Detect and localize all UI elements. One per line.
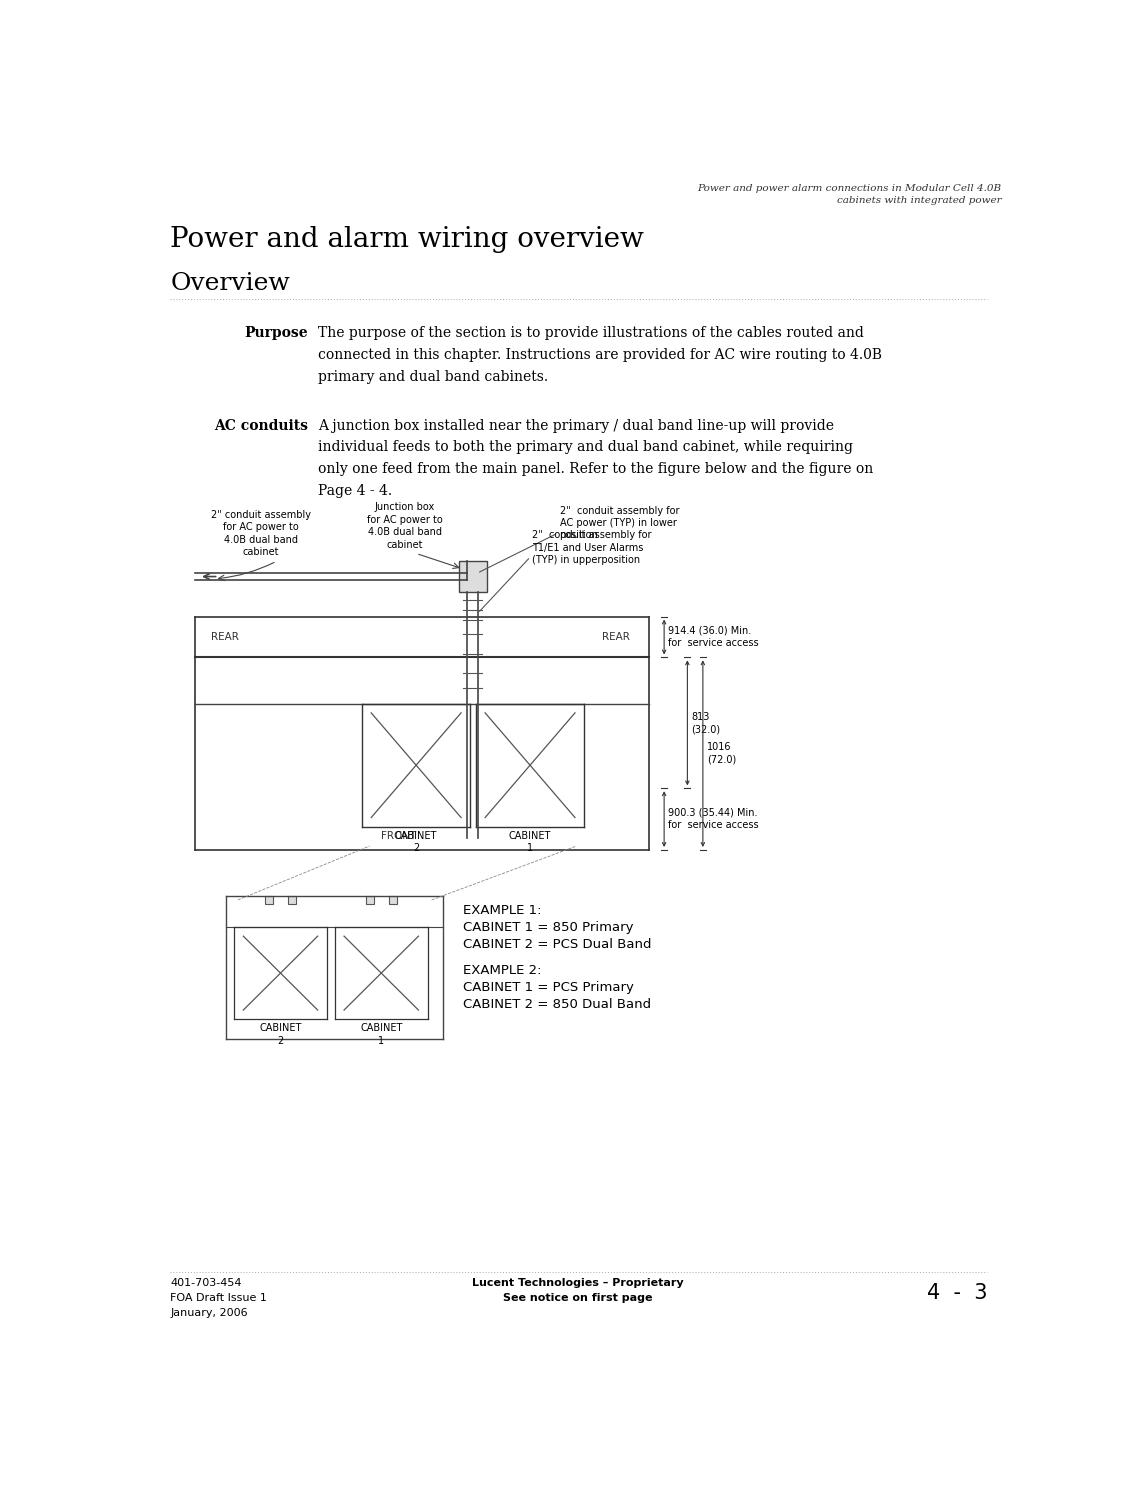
Text: 4  -  3: 4 - 3: [927, 1284, 987, 1304]
Text: 914.4 (36.0) Min.
for  service access: 914.4 (36.0) Min. for service access: [668, 626, 759, 648]
Text: Power and alarm wiring overview: Power and alarm wiring overview: [170, 226, 644, 254]
Text: 2" conduit assembly
for AC power to
4.0B dual band
cabinet: 2" conduit assembly for AC power to 4.0B…: [211, 510, 311, 558]
Bar: [365, 896, 373, 904]
Text: CABINET 1 = PCS Primary: CABINET 1 = PCS Primary: [462, 981, 634, 994]
Text: CABINET 2 = 850 Dual Band: CABINET 2 = 850 Dual Band: [462, 998, 651, 1011]
Text: FRONT: FRONT: [380, 831, 416, 842]
Text: EXAMPLE 1:: EXAMPLE 1:: [462, 904, 541, 916]
Text: CABINET 1 = 850 Primary: CABINET 1 = 850 Primary: [462, 921, 633, 933]
Text: Overview: Overview: [170, 273, 290, 296]
Text: 2"  conduit assembly for
T1/E1 and User Alarms
(TYP) in upperposition: 2" conduit assembly for T1/E1 and User A…: [532, 530, 652, 566]
Bar: [289, 896, 296, 904]
Text: REAR: REAR: [602, 632, 631, 642]
Bar: [389, 896, 397, 904]
Bar: [459, 561, 486, 592]
Text: 401-703-454
FOA Draft Issue 1
January, 2006: 401-703-454 FOA Draft Issue 1 January, 2…: [170, 1278, 267, 1317]
Text: AC conduits: AC conduits: [213, 419, 308, 432]
Text: Purpose: Purpose: [244, 327, 308, 340]
Text: 813
(32.0): 813 (32.0): [691, 711, 721, 734]
Text: CABINET 2 = PCS Dual Band: CABINET 2 = PCS Dual Band: [462, 938, 651, 951]
Text: 1016
(72.0): 1016 (72.0): [707, 742, 735, 765]
Text: EXAMPLE 2:: EXAMPLE 2:: [462, 964, 541, 976]
Text: 900.3 (35.44) Min.
for  service access: 900.3 (35.44) Min. for service access: [668, 808, 759, 831]
Text: REAR: REAR: [211, 632, 239, 642]
Text: CABINET
2: CABINET 2: [395, 831, 438, 854]
Bar: [265, 896, 273, 904]
Text: Junction box
for AC power to
4.0B dual band
cabinet: Junction box for AC power to 4.0B dual b…: [367, 503, 442, 549]
Text: A junction box installed near the primary / dual band line-up will provide
indiv: A junction box installed near the primar…: [318, 419, 873, 498]
Text: Power and power alarm connections in Modular Cell 4.0B
cabinets with integrated : Power and power alarm connections in Mod…: [697, 184, 1002, 206]
Text: CABINET
1: CABINET 1: [360, 1023, 403, 1046]
Text: Lucent Technologies – Proprietary
See notice on first page: Lucent Technologies – Proprietary See no…: [473, 1278, 684, 1304]
Text: CABINET
1: CABINET 1: [509, 831, 552, 854]
Text: 2"  conduit assembly for
AC power (TYP) in lower
position: 2" conduit assembly for AC power (TYP) i…: [559, 506, 679, 540]
Text: The purpose of the section is to provide illustrations of the cables routed and
: The purpose of the section is to provide…: [318, 327, 882, 384]
Text: CABINET
2: CABINET 2: [259, 1023, 301, 1046]
